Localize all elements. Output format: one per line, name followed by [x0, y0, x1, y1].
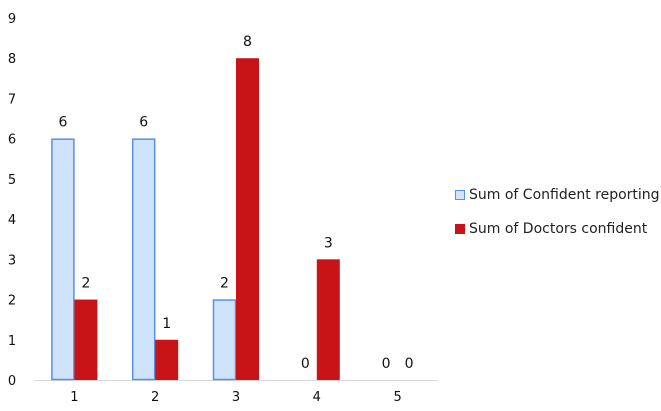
bars-layer: [51, 58, 340, 381]
x-tick-label: 5: [393, 390, 401, 405]
bar-doctors-confident: [316, 259, 340, 381]
data-label: 0: [301, 356, 310, 372]
x-tick-label: 3: [232, 390, 240, 405]
bar-doctors-confident: [236, 58, 259, 380]
legend-label: Sum of Doctors confident: [469, 221, 648, 237]
y-tick-label: 1: [8, 334, 16, 349]
data-label: 1: [162, 316, 171, 332]
bar-confident-reporting: [212, 299, 237, 381]
x-axis: 1 2 3 4 5: [34, 380, 438, 405]
bar-doctors-confident: [155, 339, 179, 380]
y-tick-label: 9: [8, 12, 16, 27]
y-axis: 0 1 2 3 4 5 6 7 8 9: [8, 12, 16, 389]
data-label: 8: [243, 34, 252, 50]
data-label: 6: [58, 115, 67, 131]
bar-doctors-confident: [74, 299, 98, 380]
x-tick-label: 4: [313, 390, 321, 405]
legend-swatch: [455, 224, 465, 234]
data-label: 0: [382, 356, 391, 372]
legend-swatch: [455, 190, 465, 200]
data-label: 2: [81, 276, 90, 292]
bar-confident-reporting: [131, 138, 156, 381]
data-label: 3: [324, 235, 333, 251]
y-tick-label: 7: [8, 92, 16, 107]
legend-label: Sum of Confident reporting: [469, 187, 660, 203]
y-tick-label: 6: [8, 133, 16, 148]
legend: Sum of Confident reporting Sum of Doctors…: [455, 187, 660, 237]
data-label: 6: [139, 115, 148, 131]
y-tick-label: 8: [8, 52, 16, 67]
data-label: 0: [405, 356, 414, 372]
x-tick-label: 1: [70, 390, 78, 405]
bar-confident-reporting: [51, 138, 75, 381]
data-label: 2: [220, 276, 229, 292]
x-tick-label: 2: [151, 390, 159, 405]
y-tick-label: 5: [8, 173, 16, 188]
y-tick-label: 4: [8, 213, 16, 228]
y-tick-label: 3: [8, 253, 16, 268]
y-tick-label: 2: [8, 294, 16, 309]
y-tick-label: 0: [8, 374, 16, 389]
